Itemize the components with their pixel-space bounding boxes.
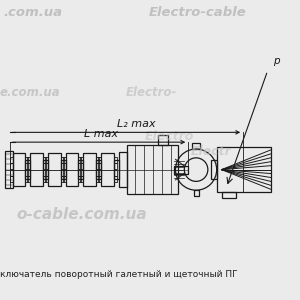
Bar	[78, 160, 83, 179]
Bar	[28, 170, 30, 176]
Bar	[96, 157, 99, 163]
Bar	[48, 153, 61, 186]
Bar	[158, 135, 168, 145]
Bar	[211, 160, 217, 179]
Bar	[61, 160, 66, 179]
Bar	[43, 157, 46, 163]
Bar	[80, 164, 83, 169]
Bar	[26, 160, 30, 179]
Text: e.com.ua: e.com.ua	[0, 86, 61, 99]
Bar	[45, 176, 48, 182]
Text: Electro: Electro	[145, 130, 194, 143]
Bar	[98, 170, 101, 176]
Bar	[217, 147, 271, 192]
Bar	[28, 164, 30, 169]
Bar	[13, 153, 26, 186]
Bar	[28, 157, 30, 163]
Bar	[98, 164, 101, 169]
Bar	[43, 160, 48, 179]
Bar	[78, 157, 81, 163]
Bar	[10, 176, 13, 182]
Text: ключатель поворотный галетный и щеточный ПГ: ключатель поворотный галетный и щеточный…	[0, 270, 238, 279]
Bar	[63, 176, 66, 182]
Bar	[96, 160, 101, 179]
Bar	[61, 170, 64, 176]
Bar	[192, 143, 200, 149]
Bar	[63, 170, 66, 176]
Bar	[83, 153, 96, 186]
Bar	[114, 164, 117, 169]
Text: L₂ max: L₂ max	[117, 119, 155, 129]
Bar	[61, 176, 64, 182]
Bar	[61, 164, 64, 169]
Bar	[30, 153, 43, 186]
Bar	[173, 166, 188, 173]
Bar	[10, 170, 13, 176]
Bar	[43, 164, 46, 169]
Bar	[63, 157, 66, 163]
Bar	[98, 176, 101, 182]
Bar	[114, 160, 118, 179]
Text: Electro-cable: Electro-cable	[149, 6, 247, 19]
Bar	[96, 176, 99, 182]
Bar	[80, 157, 83, 163]
Bar	[114, 176, 117, 182]
Bar	[96, 170, 99, 176]
Bar	[45, 157, 48, 163]
Bar	[63, 164, 66, 169]
Bar	[78, 170, 81, 176]
Text: p: p	[273, 56, 279, 66]
Bar	[26, 164, 29, 169]
Bar	[78, 164, 81, 169]
Bar	[5, 151, 13, 188]
Bar	[222, 192, 236, 198]
Bar	[80, 176, 83, 182]
Bar	[45, 170, 48, 176]
Bar	[114, 170, 117, 176]
Bar	[61, 157, 64, 163]
Text: .com.ua: .com.ua	[3, 6, 62, 19]
Bar	[10, 164, 13, 169]
Bar	[28, 176, 30, 182]
Bar	[118, 152, 127, 187]
Bar	[80, 170, 83, 176]
Bar	[128, 145, 178, 194]
Bar	[45, 164, 48, 169]
Text: Electr: Electr	[191, 145, 232, 158]
Bar	[43, 170, 46, 176]
Bar	[26, 157, 29, 163]
Bar	[43, 176, 46, 182]
Text: L max: L max	[84, 129, 118, 139]
Bar	[98, 157, 101, 163]
Bar	[194, 190, 199, 196]
Bar	[96, 164, 99, 169]
Bar	[26, 170, 29, 176]
Bar	[78, 176, 81, 182]
Bar	[114, 157, 117, 163]
Text: Electro-: Electro-	[125, 86, 177, 99]
Bar	[10, 157, 13, 163]
Bar	[66, 153, 78, 186]
Bar	[26, 176, 29, 182]
Bar	[101, 153, 114, 186]
Text: o-cable.com.ua: o-cable.com.ua	[17, 207, 147, 222]
